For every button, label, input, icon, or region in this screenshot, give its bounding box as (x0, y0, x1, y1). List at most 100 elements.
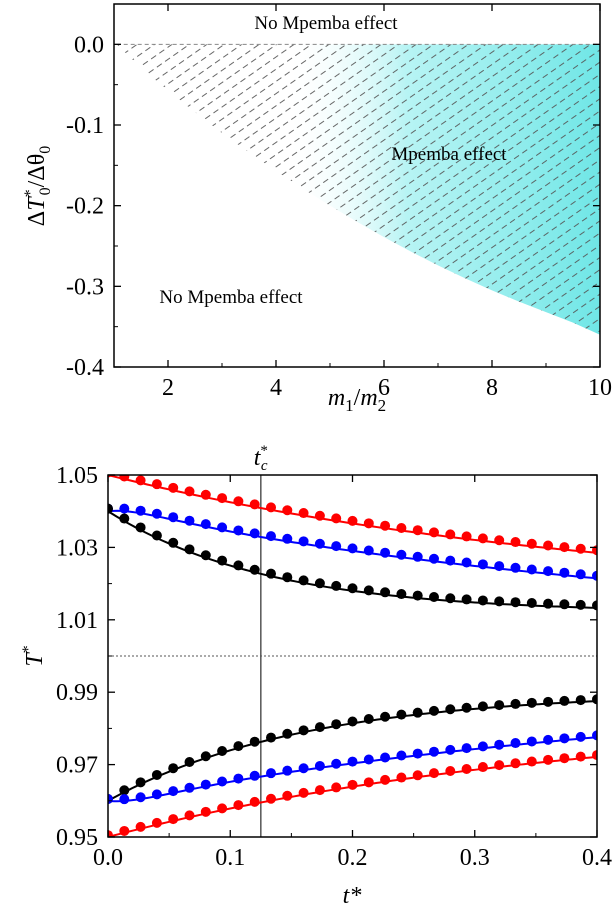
series-point-3 (217, 745, 228, 756)
series-point-3 (461, 702, 472, 713)
series-point-0 (217, 493, 228, 504)
bottom-y-tick-label: 1.03 (56, 535, 98, 561)
series-point-0 (445, 529, 456, 540)
bottom-y-tick-label: 0.97 (56, 753, 98, 779)
bottom-y-axis-title: T* (20, 645, 48, 666)
series-point-2 (559, 599, 570, 610)
series-point-5 (119, 825, 130, 836)
series-point-1 (151, 508, 162, 519)
series-point-1 (575, 569, 586, 580)
series-point-3 (380, 711, 391, 722)
series-point-3 (543, 696, 554, 707)
region-label-bottom: No Mpemba effect (159, 287, 303, 308)
series-line-5 (108, 755, 597, 837)
series-point-1 (543, 566, 554, 577)
series-point-5 (380, 774, 391, 785)
series-point-1 (494, 561, 505, 572)
series-point-2 (119, 513, 130, 524)
series-point-5 (510, 758, 521, 769)
series-point-5 (543, 754, 554, 765)
series-point-4 (168, 786, 179, 797)
series-point-5 (559, 753, 570, 764)
series-point-3 (347, 716, 358, 727)
series-point-0 (314, 510, 325, 521)
series-point-2 (217, 555, 228, 566)
top-x-tick-label: 2 (162, 375, 174, 401)
series-point-0 (461, 531, 472, 542)
series-point-4 (151, 789, 162, 800)
series-point-3 (233, 741, 244, 752)
series-point-5 (282, 790, 293, 801)
series-point-1 (266, 531, 276, 542)
top-x-tick-label: 4 (270, 375, 282, 401)
series-point-3 (184, 756, 195, 767)
series-layer (108, 475, 597, 837)
series-point-3 (526, 697, 537, 708)
top-y-tick-label: -0.1 (66, 113, 104, 139)
series-point-1 (380, 547, 391, 558)
series-point-4 (217, 776, 228, 787)
series-point-1 (559, 567, 570, 578)
series-point-4 (494, 739, 505, 750)
series-point-0 (429, 527, 439, 538)
series-point-1 (314, 538, 325, 549)
series-point-1 (282, 533, 293, 544)
series-point-3 (151, 769, 162, 780)
series-point-0 (331, 513, 342, 524)
tc-label-main: t (254, 445, 262, 471)
series-point-4 (510, 738, 521, 749)
series-point-0 (575, 543, 586, 554)
series-point-3 (249, 736, 260, 747)
top-y-tick-label: 0.0 (74, 32, 104, 58)
tc-label-sup: * (260, 443, 268, 459)
series-point-0 (151, 479, 162, 490)
series-point-4 (347, 756, 358, 767)
series-point-4 (412, 748, 423, 759)
series-point-1 (168, 512, 179, 523)
series-point-5 (575, 751, 586, 762)
series-point-2 (445, 593, 456, 604)
series-point-2 (347, 583, 358, 594)
series-point-4 (445, 744, 456, 755)
series-point-5 (331, 782, 342, 793)
series-point-4 (380, 752, 391, 763)
top-y-tick-label: -0.2 (66, 194, 104, 220)
series-point-1 (510, 562, 521, 573)
series-point-4 (526, 736, 537, 747)
series-point-4 (282, 765, 293, 776)
series-point-1 (217, 522, 228, 533)
series-point-3 (477, 701, 488, 712)
series-point-4 (461, 743, 472, 754)
top-x-tick-labels: 2 4 6 8 10 (162, 375, 612, 401)
series-point-4 (429, 746, 439, 757)
series-point-3 (314, 722, 325, 733)
series-point-4 (108, 793, 113, 804)
mpemba-region (116, 43, 600, 335)
series-point-3 (494, 700, 505, 711)
series-point-1 (429, 553, 439, 564)
series-point-3 (119, 785, 130, 796)
series-point-4 (249, 770, 260, 781)
series-point-4 (543, 734, 554, 745)
series-point-0 (543, 540, 554, 551)
series-point-1 (592, 570, 597, 581)
series-point-5 (445, 766, 456, 777)
series-point-3 (331, 719, 342, 730)
series-point-0 (298, 508, 309, 519)
series-point-4 (119, 794, 130, 805)
series-point-3 (412, 707, 423, 718)
series-point-0 (559, 542, 570, 553)
bottom-axis-ticks (107, 474, 598, 838)
series-point-2 (477, 595, 488, 606)
series-point-5 (168, 814, 179, 825)
series-point-0 (526, 538, 537, 549)
series-point-0 (494, 535, 505, 546)
series-point-1 (477, 559, 488, 570)
series-point-0 (363, 518, 374, 529)
bottom-y-tick-label: 0.95 (56, 825, 98, 851)
series-point-2 (429, 591, 439, 602)
series-point-0 (168, 482, 179, 493)
series-point-3 (200, 751, 211, 762)
series-point-1 (298, 536, 309, 547)
series-point-3 (559, 695, 570, 706)
